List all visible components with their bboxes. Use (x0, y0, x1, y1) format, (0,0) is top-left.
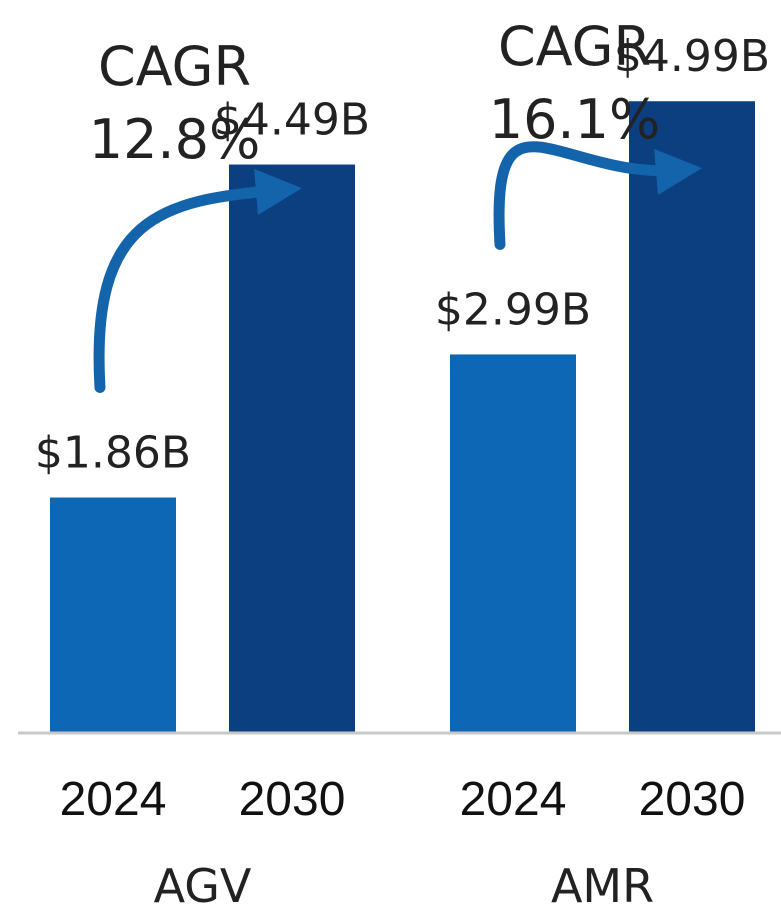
tick-label-amr-2024: 2024 (460, 773, 567, 826)
cagr-arrow-amr (493, 141, 703, 250)
cagr-value-amr: 16.1% (489, 88, 661, 151)
tick-label-agv-2024: 2024 (60, 773, 167, 826)
data-label-amr-2030: $4.99B (614, 31, 770, 82)
bar-amr-2024 (450, 354, 576, 733)
tick-label-agv-2030: 2030 (239, 773, 346, 826)
bar-agv-2030 (229, 164, 355, 733)
data-label-amr-2024: $2.99B (435, 284, 591, 335)
group-label-agv: AGV (154, 859, 252, 906)
cagr-arrow-agv (93, 168, 303, 394)
group-label-amr: AMR (551, 859, 654, 906)
bar-amr-2030 (629, 101, 755, 734)
tick-label-amr-2030: 2030 (639, 773, 746, 826)
labels-layer: $1.86B 2024 $4.49B 2030 AGV CAGR 12.8% $2.99B 20… (35, 15, 770, 906)
cagr-title-agv: CAGR (98, 35, 251, 98)
data-label-agv-2030: $4.49B (214, 95, 370, 146)
cagr-title-amr: CAGR (498, 15, 651, 78)
cagr-arrows-layer (93, 141, 703, 394)
data-label-agv-2024: $1.86B (35, 428, 191, 479)
cagr-value-agv: 12.8% (89, 108, 261, 171)
bar-agv-2024 (50, 497, 176, 733)
bars-layer (50, 101, 755, 734)
